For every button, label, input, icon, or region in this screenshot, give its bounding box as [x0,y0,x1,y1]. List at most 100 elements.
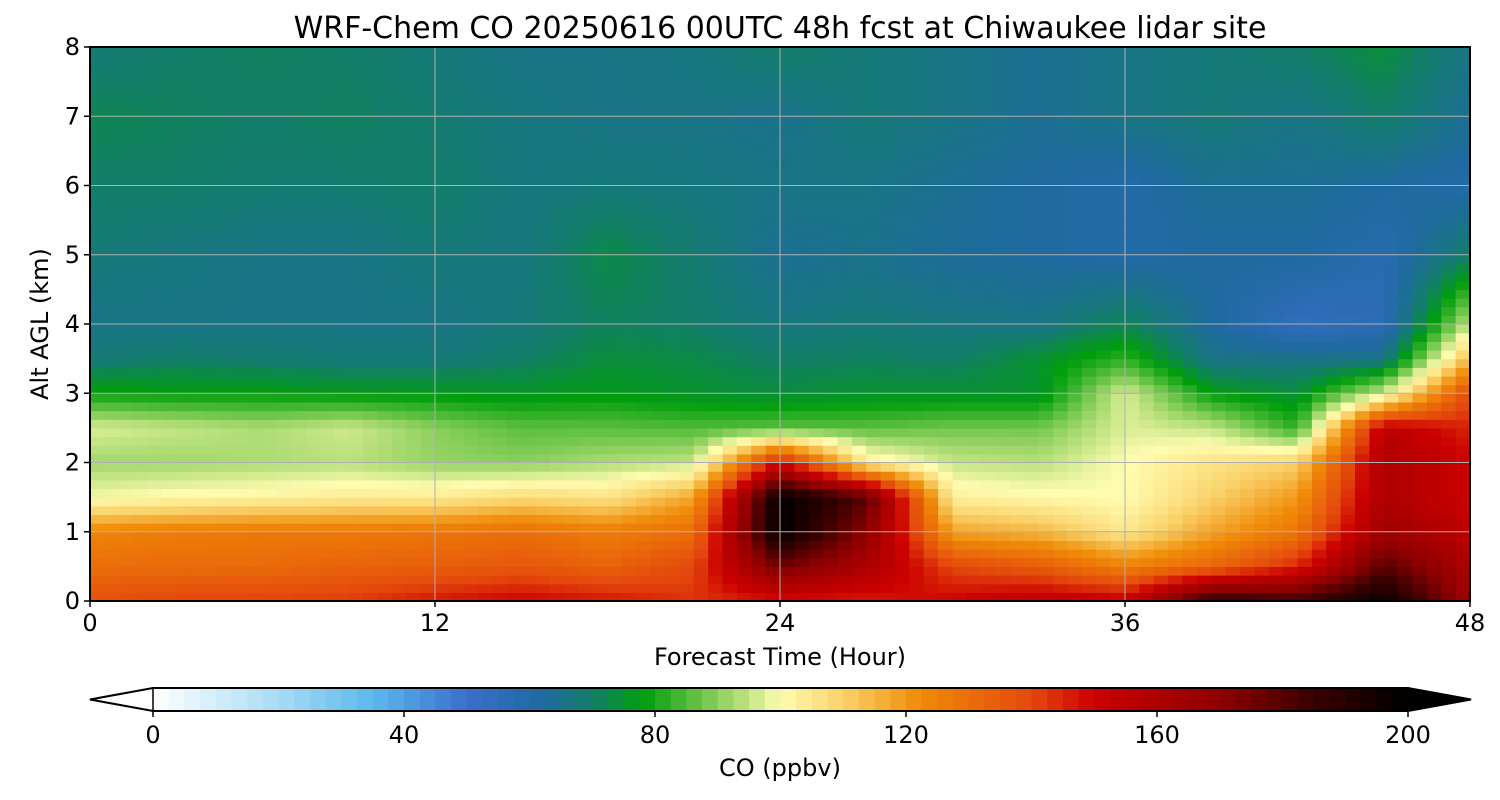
heatmap-cell [1326,254,1342,265]
heatmap-cell [780,194,795,204]
heatmap-cell [780,410,795,420]
heatmap-cell [219,523,235,533]
heatmap-cell [1153,410,1169,420]
heatmap-cell [161,341,177,351]
heatmap-cell [780,263,795,273]
heatmap-cell [420,523,436,533]
heatmap-cell [1067,575,1083,585]
heatmap-cell [276,349,292,360]
heatmap-cell [564,220,580,230]
heatmap-cell [995,479,1011,490]
heatmap-cell [808,557,824,567]
heatmap-cell [550,280,565,290]
heatmap-cell [1081,393,1097,403]
heatmap-cell [679,159,695,169]
heatmap-cell [981,453,997,464]
heatmap-cell [1038,220,1054,230]
heatmap-cell [133,349,149,360]
heatmap-cell [1153,549,1169,559]
heatmap-cell [550,176,565,187]
heatmap-cell [435,254,450,265]
heatmap-cell [722,488,738,498]
heatmap-cell [478,150,494,161]
heatmap-cell [320,306,335,316]
heatmap-cell [492,471,508,481]
heatmap-cell [305,462,321,472]
heatmap-cell [794,185,810,195]
heatmap-cell [1081,237,1097,247]
heatmap-cell [248,176,264,187]
heatmap-cell [506,254,522,265]
heatmap-cell [593,592,609,601]
heatmap-cell [550,419,565,429]
heatmap-cell [161,176,177,187]
heatmap-cell [981,583,997,593]
heatmap-cell [147,427,163,438]
heatmap-cell [794,523,810,533]
heatmap-cell [1283,168,1299,178]
heatmap-cell [1426,263,1442,273]
heatmap-cell [233,384,249,394]
heatmap-cell [621,254,637,265]
heatmap-cell [679,349,695,360]
heatmap-cell [1369,419,1385,429]
heatmap-cell [334,453,350,464]
heatmap-cell [593,211,609,221]
heatmap-cell [1412,254,1428,265]
heatmap-cell [665,531,680,542]
heatmap-cell [1081,358,1097,368]
heatmap-cell [521,298,537,308]
heatmap-cell [363,315,379,325]
heatmap-cell [995,176,1011,187]
heatmap-cell [895,272,910,282]
heatmap-cell [1225,220,1241,230]
heatmap-cell [1110,367,1126,377]
heatmap-cell [1024,349,1040,360]
heatmap-cell [334,531,350,542]
heatmap-cell [708,324,724,334]
heatmap-cell [1426,315,1442,325]
heatmap-cell [1326,315,1342,325]
heatmap-cell [492,583,508,593]
heatmap-cell [262,583,278,593]
heatmap-cell [305,419,321,429]
heatmap-cell [133,306,149,316]
heatmap-cell [938,263,954,273]
heatmap-cell [492,306,508,316]
heatmap-cell [621,168,637,178]
heatmap-cell [593,367,609,377]
heatmap-cell [1283,419,1299,429]
heatmap-cell [147,315,163,325]
heatmap-cell [1225,549,1241,559]
heatmap-cell [909,419,925,429]
heatmap-cell [1153,298,1169,308]
heatmap-cell [521,367,537,377]
heatmap-cell [133,549,149,559]
heatmap-cell [478,254,494,265]
heatmap-cell [147,445,163,455]
heatmap-cell [1125,523,1140,533]
heatmap-cell [1441,514,1457,524]
heatmap-cell [478,583,494,593]
heatmap-cell [1067,549,1083,559]
heatmap-cell [262,349,278,360]
heatmap-cell [578,306,594,316]
heatmap-cell [1369,185,1385,195]
heatmap-cell [736,436,752,446]
heatmap-cell [1110,557,1126,567]
heatmap-cell [1010,185,1025,195]
heatmap-cell [205,427,220,438]
heatmap-cell [780,324,795,334]
heatmap-cell [176,246,192,256]
heatmap-cell [276,150,292,161]
heatmap-cell [1225,150,1241,161]
heatmap-cell [118,332,134,342]
heatmap-cell [837,557,853,567]
heatmap-cell [406,445,422,455]
heatmap-cell [952,549,968,559]
heatmap-cell [909,583,925,593]
heatmap-cell [219,263,235,273]
heatmap-cell [334,306,350,316]
heatmap-cell [248,479,264,490]
heatmap-cell [765,150,781,161]
